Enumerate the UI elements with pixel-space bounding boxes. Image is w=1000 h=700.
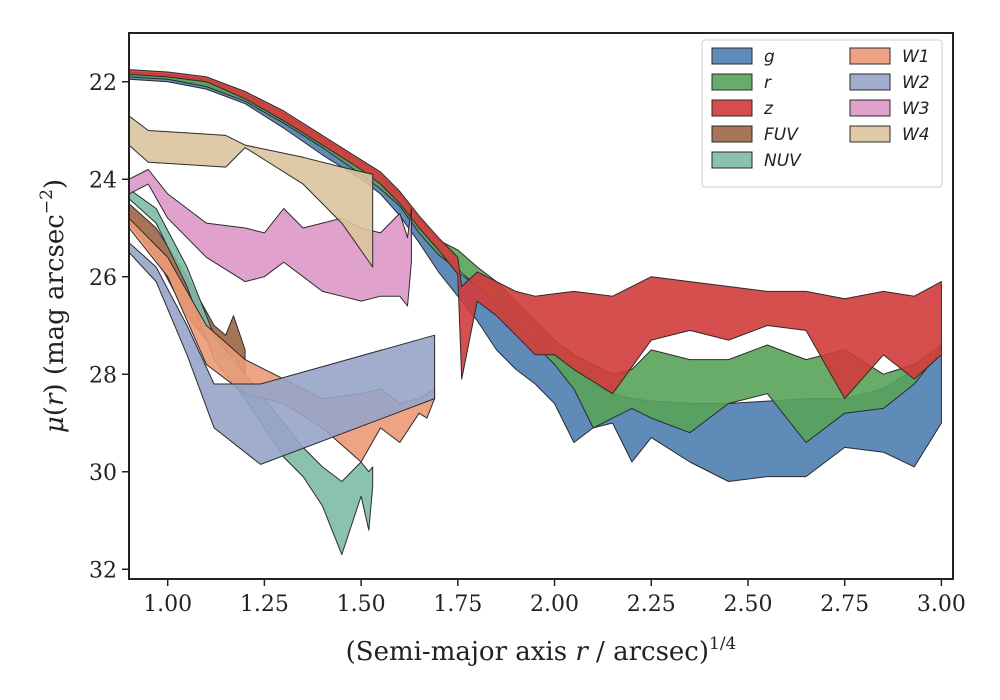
series-band-w4 <box>129 115 374 268</box>
legend-label-g: g <box>764 47 775 67</box>
y-tick-label: 26 <box>89 266 117 291</box>
legend: grz FUV NUV W1 W2 W3 W4 <box>701 39 943 188</box>
x-tick-label: 2.50 <box>723 592 772 617</box>
series-band-z <box>129 69 942 400</box>
series-band-w2 <box>129 242 436 465</box>
legend-label-r: r <box>764 73 772 93</box>
y-tick-label: 28 <box>89 363 117 388</box>
y-tick-label: 32 <box>89 558 117 583</box>
x-tick-label: 3.00 <box>917 592 966 617</box>
legend-label-nuv: NUV <box>764 151 802 171</box>
legend-swatch-r <box>711 73 753 91</box>
legend-label-w3: W3 <box>902 99 930 119</box>
y-axis-title: μ(r) (mag arcsec−2) <box>37 179 70 433</box>
x-tick-label: 1.75 <box>433 592 482 617</box>
legend-swatch-w4 <box>849 125 891 143</box>
y-tick-label: 24 <box>89 168 117 193</box>
series-layer <box>129 69 942 556</box>
x-tick-label: 1.50 <box>337 592 386 617</box>
legend-swatch-fuv <box>711 125 753 143</box>
legend-label-w2: W2 <box>902 73 930 93</box>
x-tick-label: 2.00 <box>530 592 579 617</box>
series-band-w3 <box>129 169 412 307</box>
legend-label-w1: W1 <box>902 47 930 67</box>
y-tick-label: 22 <box>89 71 117 96</box>
y-tick-label: 30 <box>89 461 117 486</box>
legend-label-w4: W4 <box>902 125 930 145</box>
x-tick-label: 1.25 <box>240 592 289 617</box>
x-tick-label: 2.25 <box>627 592 676 617</box>
legend-swatch-w3 <box>849 99 891 117</box>
legend-swatch-w1 <box>849 47 891 65</box>
x-tick-label: 1.00 <box>143 592 192 617</box>
x-tick-label: 2.75 <box>820 592 869 617</box>
legend-swatch-z <box>711 99 753 117</box>
x-axis-title: (Semi-major axis r / arcsec)1/4 <box>346 634 737 667</box>
legend-swatch-g <box>711 47 753 65</box>
legend-swatch-w2 <box>849 73 891 91</box>
plot-frame <box>128 32 954 580</box>
axis-ticks: 1.00 1.25 1.50 1.75 2.00 2.25 2.50 2.75 3.00 22 24… <box>89 71 966 617</box>
legend-swatch-nuv <box>711 151 753 169</box>
legend-label-z: z <box>763 99 774 119</box>
legend-label-fuv: FUV <box>764 125 799 145</box>
